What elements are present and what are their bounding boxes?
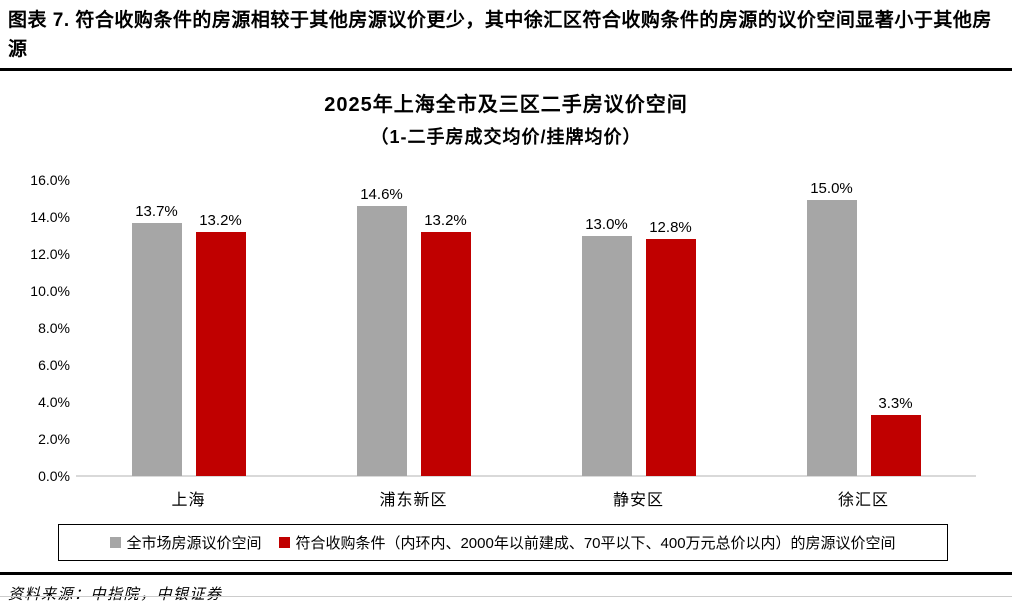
chart-subtitle: （1-二手房成交均价/挂牌均价） [370,127,642,147]
x-category-label: 浦东新区 [379,492,448,509]
y-tick-label: 4.0% [38,394,70,410]
bar-column: 12.8% [645,180,696,476]
bar-qualified [195,231,246,476]
bar-qualified [870,414,921,476]
legend: 全市场房源议价空间 符合收购条件（内环内、2000年以前建成、70平以下、400… [58,524,948,561]
bar-value-label: 13.0% [585,215,628,233]
bar-column: 13.2% [420,180,471,476]
plot-wrapper: 16.0% 14.0% 12.0% 10.0% 8.0% 6.0% 4.0% 2.0% 0.0%… [0,172,1012,484]
y-tick-label: 14.0% [30,209,70,225]
bar-value-label: 13.2% [199,211,242,229]
bar-value-label: 13.2% [424,211,467,229]
bar-group: 15.0% 3.3% [751,180,976,476]
bar-column: 13.2% [195,180,246,476]
chart-title: 2025年上海全市及三区二手房议价空间 [324,94,688,116]
plot-area: 13.7% 13.2% 14.6% 13.2% 13.0% 12.8% 15.0% 3.3% [76,180,976,477]
y-tick-label: 16.0% [30,172,70,188]
bar-value-label: 15.0% [810,180,853,197]
bar-qualified [645,239,696,476]
bar-column: 13.0% [581,180,632,476]
bar-all-market [131,222,182,476]
legend-entry-all-market: 全市场房源议价空间 [110,532,261,553]
bar-column: 3.3% [870,180,921,476]
bar-value-label: 12.8% [649,219,692,237]
legend-label-qualified: 符合收购条件（内环内、2000年以前建成、70平以下、400万元总价以内）的房源… [295,535,896,552]
bar-value-label: 3.3% [878,394,913,412]
x-axis: 上海 浦东新区 静安区 徐汇区 [76,486,976,510]
y-tick-label: 8.0% [38,320,70,336]
legend-swatch-all-market [110,537,122,548]
bar-group: 13.0% 12.8% [526,180,751,476]
x-category-label: 上海 [171,492,206,509]
bar-column: 13.7% [131,180,182,476]
bar-all-market [356,205,407,476]
bar-column: 14.6% [356,180,407,476]
x-category-label: 静安区 [612,492,664,509]
figure-caption: 图表 7. 符合收购条件的房源相较于其他房源议价更少，其中徐汇区符合收购条件的房… [8,10,992,60]
legend-swatch-qualified [279,537,291,548]
source-note: 资料来源：中指院，中银证券 [8,587,223,603]
x-axis-baseline [76,475,976,477]
y-tick-label: 0.0% [38,468,70,484]
bar-group: 13.7% 13.2% [76,180,301,476]
legend-entry-qualified: 符合收购条件（内环内、2000年以前建成、70平以下、400万元总价以内）的房源… [279,532,896,553]
bar-value-label: 14.6% [360,185,403,203]
bar-column: 15.0% [806,180,857,476]
bar-group: 14.6% 13.2% [301,180,526,476]
y-axis: 16.0% 14.0% 12.0% 10.0% 8.0% 6.0% 4.0% 2.0% 0.0% [0,172,70,484]
bar-all-market [581,235,632,476]
bar-all-market [806,200,857,476]
y-tick-label: 6.0% [38,357,70,373]
header-divider-rule [0,68,1012,71]
bar-value-label: 13.7% [135,202,178,220]
legend-label-all-market: 全市场房源议价空间 [126,535,262,552]
y-tick-label: 2.0% [38,431,70,447]
y-tick-label: 10.0% [30,283,70,299]
footer-divider-rule [0,572,1012,575]
x-category-label: 徐汇区 [837,492,889,509]
bar-qualified [420,231,471,476]
chart-container: 2025年上海全市及三区二手房议价空间 （1-二手房成交均价/挂牌均价） 16.… [0,88,1012,561]
y-tick-label: 12.0% [30,246,70,262]
